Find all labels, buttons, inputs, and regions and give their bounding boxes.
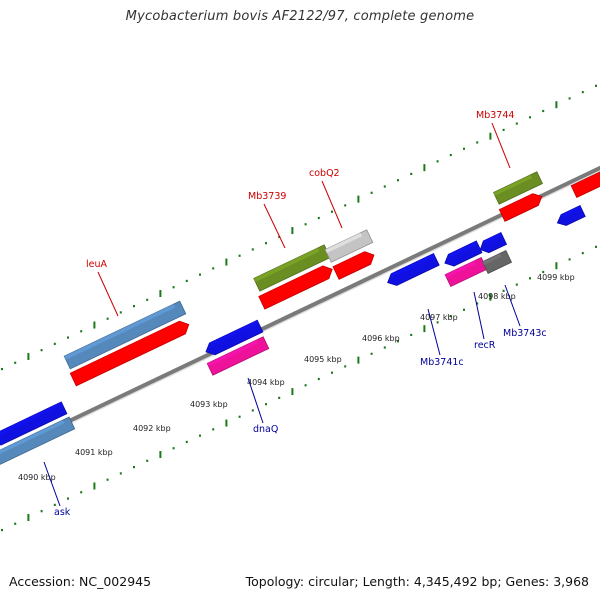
gene-label: Mb3743c [503,328,547,339]
gene-feature-blue [556,205,586,226]
leader-line [473,291,485,340]
leader-line [321,180,343,229]
gene-feature-blue [387,252,440,286]
kbp-label: 4092 kbp [133,424,171,433]
gene-label: Mb3739 [248,191,286,202]
gene-feature-red [570,171,600,199]
gene-feature-blue [479,232,508,254]
gene-label: leuA [86,259,108,270]
gene-labels: leuA Mb3739 cobQ2 Mb3744 ask dnaQ Mb3741c recR M… [43,110,547,518]
kbp-label: 4097 kbp [420,313,458,322]
kbp-label: 4094 kbp [247,378,285,387]
kbp-label: 4090 kbp [18,473,56,482]
figure-title: Mycobacterium bovis AF2122/97, complete … [125,9,475,24]
gene-label: dnaQ [253,424,278,435]
gene-feature-steelblue [63,300,187,370]
gene-feature-blue [444,240,483,267]
leader-line [97,271,119,317]
leader-line [263,203,286,249]
kbp-label: 4093 kbp [190,400,228,409]
gene-label: ask [54,507,71,518]
tick-marks [1,84,597,532]
gene-feature-blue [205,319,264,356]
gene-feature-pink [206,336,270,376]
gene-label: Mb3744 [476,110,514,121]
genome-stats-text: Topology: circular; Length: 4,345,492 bp… [245,574,589,589]
kbp-label: 4095 kbp [304,355,342,364]
gene-feature-olive [493,171,543,205]
gene-feature-red [332,251,375,280]
gene-label: cobQ2 [309,168,340,179]
gene-feature-steelblue [0,416,76,466]
gene-label: Mb3741c [420,357,464,368]
kbp-label: 4096 kbp [362,334,400,343]
kbp-labels: 4090 kbp 4091 kbp 4092 kbp 4093 kbp 4094 kbp… [18,273,575,482]
kbp-label: 4099 kbp [537,273,575,282]
leader-line [427,308,441,356]
leader-line [491,122,511,169]
gene-feature-blue [0,401,68,446]
kbp-label: 4091 kbp [75,448,113,457]
gene-feature-red [69,320,190,387]
gene-feature-red [258,265,333,310]
leader-line [247,377,264,424]
leader-line [504,284,521,327]
gene-feature-red [498,193,543,222]
leader-line [43,461,61,507]
gene-label: recR [474,340,496,351]
gene-feature-lightgray [324,229,374,263]
gene-features [0,171,600,466]
accession-text: Accession: NC_002945 [9,574,152,589]
gene-feature-darkgray [481,250,513,274]
kbp-label: 4098 kbp [478,292,516,301]
